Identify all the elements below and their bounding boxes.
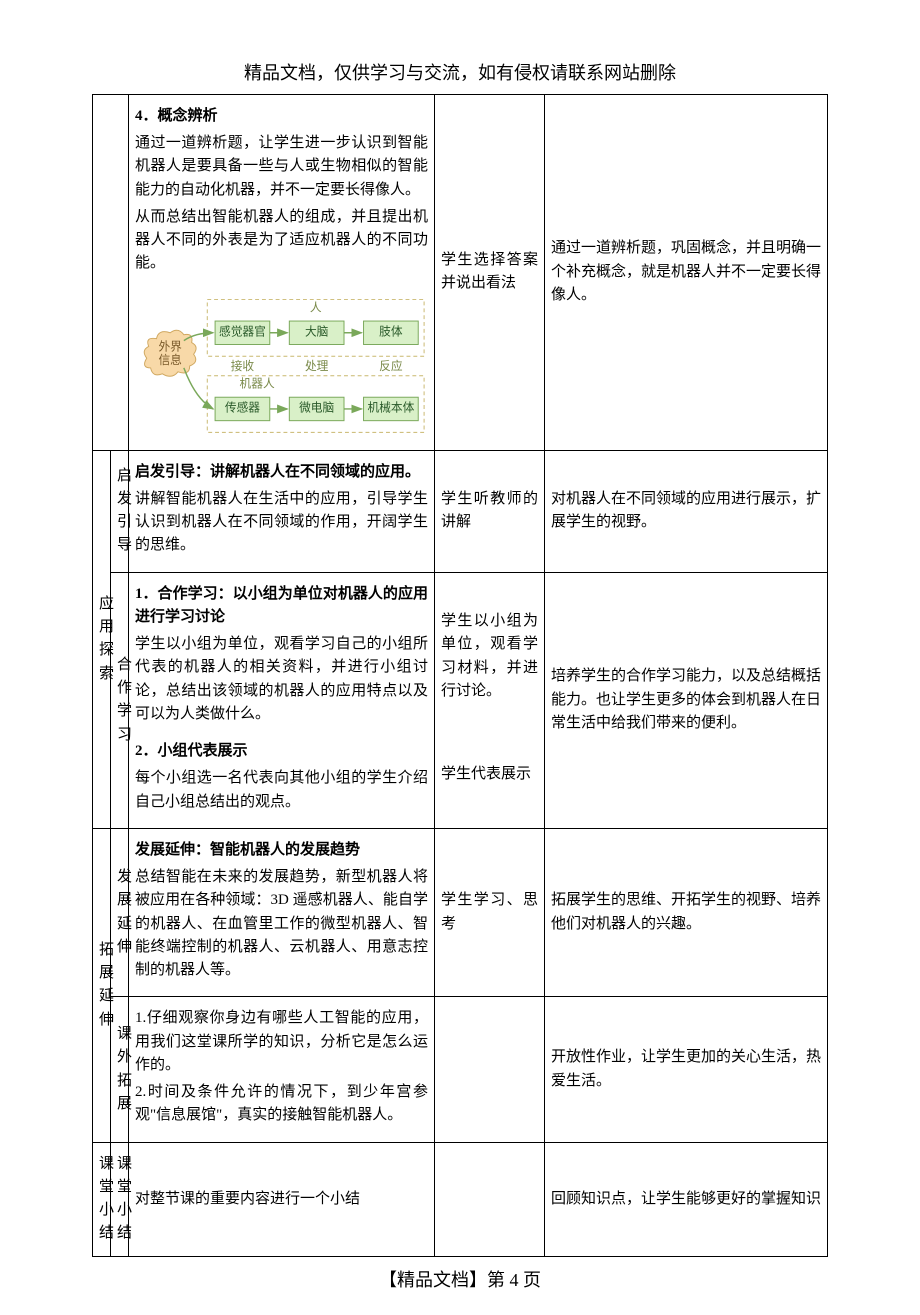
node-limb-label: 肢体: [379, 324, 403, 338]
cell-blank: [93, 94, 129, 450]
table-row: 拓展延伸 发展延伸 发展延伸：智能机器人的发展趋势 总结智能在未来的发展趋势，新…: [93, 828, 828, 997]
cell-content: 发展延伸：智能机器人的发展趋势 总结智能在未来的发展趋势，新型机器人将被应用在各…: [129, 828, 435, 997]
mid-label-1: 接收: [231, 359, 255, 373]
cell-content: 1．合作学习：以小组为单位对机器人的应用进行学习讨论 学生以小组为单位，观看学习…: [129, 572, 435, 828]
table-row: 合作学习 1．合作学习：以小组为单位对机器人的应用进行学习讨论 学生以小组为单位…: [93, 572, 828, 828]
cell-purpose: 培养学生的合作学习能力，以及总结概括能力。也让学生更多的体会到机器人在日常生活中…: [545, 572, 828, 828]
cell-student: 学生选择答案并说出看法: [435, 94, 545, 450]
cell-student: 学生以小组为单位，观看学习材料，并进行讨论。 学生代表展示: [435, 572, 545, 828]
table-row: 应用探索 启发引导 启发引导：讲解机器人在不同领域的应用。 讲解智能机器人在生活…: [93, 450, 828, 572]
node-sensor-label: 传感器: [225, 400, 260, 414]
inspire-body: 讲解智能机器人在生活中的应用，引导学生认识到机器人在不同领域的作用，开阔学生的思…: [135, 488, 428, 558]
outside-p2: 2.时间及条件允许的情况下，到少年宫参观"信息展馆"，真实的接触智能机器人。: [135, 1081, 428, 1128]
inspire-title: 启发引导：讲解机器人在不同领域的应用。: [135, 461, 428, 484]
node-brain-label: 大脑: [305, 324, 329, 338]
lesson-plan-table: 4．概念辨析 通过一道辨析题，让学生进一步认识到智能机器人是要具备一些与人或生物…: [92, 94, 828, 1257]
node-cpu-label: 微电脑: [299, 400, 334, 414]
table-row: 课堂小结 课堂小结 对整节课的重要内容进行一个小结 回顾知识点，让学生能够更好的…: [93, 1142, 828, 1256]
cell-student: 学生听教师的讲解: [435, 450, 545, 572]
cell-content: 4．概念辨析 通过一道辨析题，让学生进一步认识到智能机器人是要具备一些与人或生物…: [129, 94, 435, 450]
coop-title1: 1．合作学习：以小组为单位对机器人的应用进行学习讨论: [135, 583, 428, 630]
cell-student: [435, 997, 545, 1142]
cell-content: 1.仔细观察你身边有哪些人工智能的应用，用我们这堂课所学的知识，分析它是怎么运作…: [129, 997, 435, 1142]
mid-label-2: 处理: [305, 360, 329, 373]
coop-student1: 学生以小组为单位，观看学习材料，并进行讨论。: [441, 610, 538, 703]
dev-body: 总结智能在未来的发展趋势，新型机器人将被应用在各种领域：3D 遥感机器人、能自学…: [135, 866, 428, 982]
concept-p2: 从而总结出智能机器人的组成，并且提出机器人不同的外表是为了适应机器人的不同功能。: [135, 206, 428, 276]
cell-purpose: 拓展学生的思维、开拓学生的视野、培养他们对机器人的兴趣。: [545, 828, 828, 997]
coop-student2: 学生代表展示: [441, 763, 538, 786]
concept-diagram: 外界 信息 人 感觉器官 大脑 肢体: [135, 290, 428, 440]
cell-content: 启发引导：讲解机器人在不同领域的应用。 讲解智能机器人在生活中的应用，引导学生认…: [129, 450, 435, 572]
table-row: 课外拓展 1.仔细观察你身边有哪些人工智能的应用，用我们这堂课所学的知识，分析它…: [93, 997, 828, 1142]
page-footer: 【精品文档】第 4 页: [92, 1267, 828, 1295]
node-body-label: 机械本体: [367, 400, 414, 414]
node-sense-label: 感觉器官: [219, 324, 266, 338]
phase-label: 应用探索: [93, 450, 111, 828]
outside-p1: 1.仔细观察你身边有哪些人工智能的应用，用我们这堂课所学的知识，分析它是怎么运作…: [135, 1007, 428, 1077]
phase-label: 拓展延伸: [93, 828, 111, 1142]
coop-body2: 每个小组选一名代表向其他小组的学生介绍自己小组总结出的观点。: [135, 767, 428, 814]
cell-student: [435, 1142, 545, 1256]
cell-purpose: 对机器人在不同领域的应用进行展示，扩展学生的视野。: [545, 450, 828, 572]
cloud-label-2: 信息: [158, 353, 182, 367]
cell-content: 对整节课的重要内容进行一个小结: [129, 1142, 435, 1256]
cell-purpose: 通过一道辨析题，巩固概念，并且明确一个补充概念，就是机器人并不一定要长得像人。: [545, 94, 828, 450]
group-human-title: 人: [310, 301, 322, 314]
coop-title2: 2．小组代表展示: [135, 740, 428, 763]
table-row: 4．概念辨析 通过一道辨析题，让学生进一步认识到智能机器人是要具备一些与人或生物…: [93, 94, 828, 450]
cell-purpose: 开放性作业，让学生更加的关心生活，热爱生活。: [545, 997, 828, 1142]
group-robot-title: 机器人: [240, 376, 275, 390]
arrow-icon: [184, 368, 213, 409]
page-header: 精品文档，仅供学习与交流，如有侵权请联系网站删除: [92, 60, 828, 88]
step-label: 启发引导: [111, 450, 129, 572]
cell-student: 学生学习、思考: [435, 828, 545, 997]
concept-p1: 通过一道辨析题，让学生进一步认识到智能机器人是要具备一些与人或生物相似的智能能力…: [135, 132, 428, 202]
coop-body1: 学生以小组为单位，观看学习自己的小组所代表的机器人的相关资料，并进行小组讨论，总…: [135, 633, 428, 726]
dev-title: 发展延伸：智能机器人的发展趋势: [135, 839, 428, 862]
cloud-label-1: 外界: [158, 340, 182, 353]
cell-purpose: 回顾知识点，让学生能够更好的掌握知识: [545, 1142, 828, 1256]
phase-label: 课堂小结: [93, 1142, 111, 1256]
mid-label-3: 反应: [379, 359, 403, 373]
concept-title: 4．概念辨析: [135, 105, 428, 128]
